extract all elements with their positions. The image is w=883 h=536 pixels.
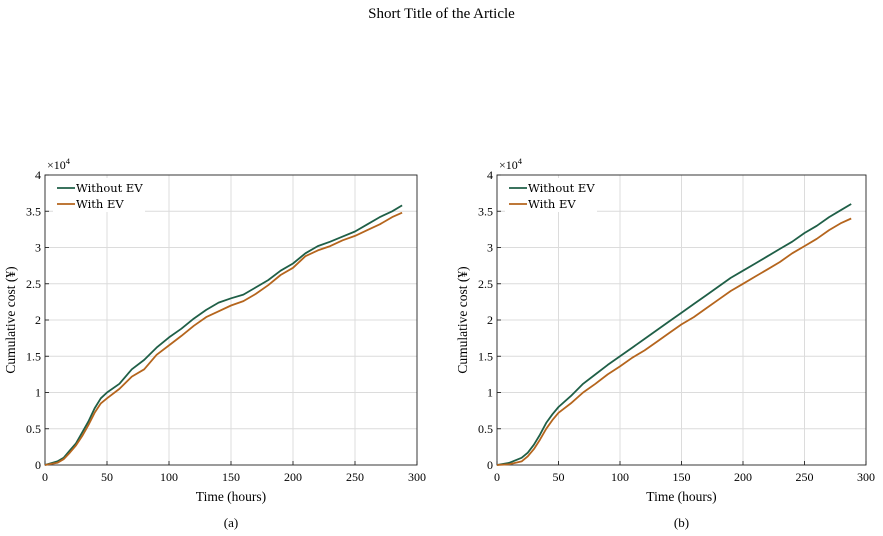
y-tick-label: 4	[487, 168, 493, 182]
y-tick-label: 0.5	[478, 422, 493, 436]
y-tick-label: 1	[487, 386, 493, 400]
y-tick-label: 4	[35, 168, 41, 182]
y-tick-label: 1.5	[478, 349, 493, 363]
y-tick-label: 3	[35, 241, 41, 255]
x-tick-label: 200	[734, 470, 752, 484]
panel-caption: (b)	[674, 515, 689, 530]
x-tick-label: 300	[857, 470, 875, 484]
y-exponent-label: ×104	[499, 156, 523, 172]
series-line-with-ev	[44, 211, 403, 466]
series-line-without-ev	[44, 204, 403, 466]
x-tick-label: 100	[160, 470, 178, 484]
legend-label: Without EV	[76, 181, 143, 195]
chart-a: 0 50 100 150 200 250 300 0 0.5 1 1.5 2 2.5 3 3.5 4 ×104 T…	[3, 156, 426, 530]
y-tick-label: 2.5	[478, 277, 493, 291]
legend-label: Without EV	[528, 181, 595, 195]
series-line-without-ev	[496, 203, 852, 466]
y-tick-label: 2.5	[26, 277, 41, 291]
y-tick-label: 0.5	[26, 422, 41, 436]
x-tick-label: 250	[796, 470, 814, 484]
x-tick-label: 200	[284, 470, 302, 484]
legend-label: With EV	[76, 197, 124, 211]
chart-b: 0 50 100 150 200 250 300 0 0.5 1 1.5 2 2.5 3 3.5 4 ×104 T…	[455, 156, 875, 530]
x-axis-label: Time (hours)	[646, 489, 716, 504]
y-axis-label: Cumulative cost (¥)	[3, 266, 18, 373]
y-tick-label: 0	[487, 458, 493, 472]
y-tick-label: 2	[35, 313, 41, 327]
panel-caption: (a)	[224, 515, 238, 530]
y-tick-label: 3.5	[478, 204, 493, 218]
y-axis-label: Cumulative cost (¥)	[455, 266, 470, 373]
legend-box	[505, 178, 597, 212]
y-exponent-label: ×104	[47, 156, 71, 172]
x-tick-label: 150	[673, 470, 691, 484]
legend: Without EV With EV	[53, 178, 145, 212]
y-tick-label: 3.5	[26, 204, 41, 218]
y-tick-label: 0	[35, 458, 41, 472]
y-tick-label: 1.5	[26, 349, 41, 363]
legend-label: With EV	[528, 197, 576, 211]
y-tick-label: 3	[487, 241, 493, 255]
page-title: Short Title of the Article	[368, 6, 515, 22]
series-line-with-ev	[496, 217, 852, 466]
legend: Without EV With EV	[505, 178, 597, 212]
x-tick-label: 50	[101, 470, 113, 484]
y-tick-label: 1	[35, 386, 41, 400]
y-tick-label: 2	[487, 313, 493, 327]
x-tick-label: 0	[494, 470, 500, 484]
x-tick-label: 300	[408, 470, 426, 484]
legend-box	[53, 178, 145, 212]
x-axis-label: Time (hours)	[196, 489, 266, 504]
x-tick-label: 0	[42, 470, 48, 484]
x-tick-label: 250	[346, 470, 364, 484]
x-tick-label: 50	[553, 470, 565, 484]
x-tick-label: 150	[222, 470, 240, 484]
x-tick-label: 100	[611, 470, 629, 484]
